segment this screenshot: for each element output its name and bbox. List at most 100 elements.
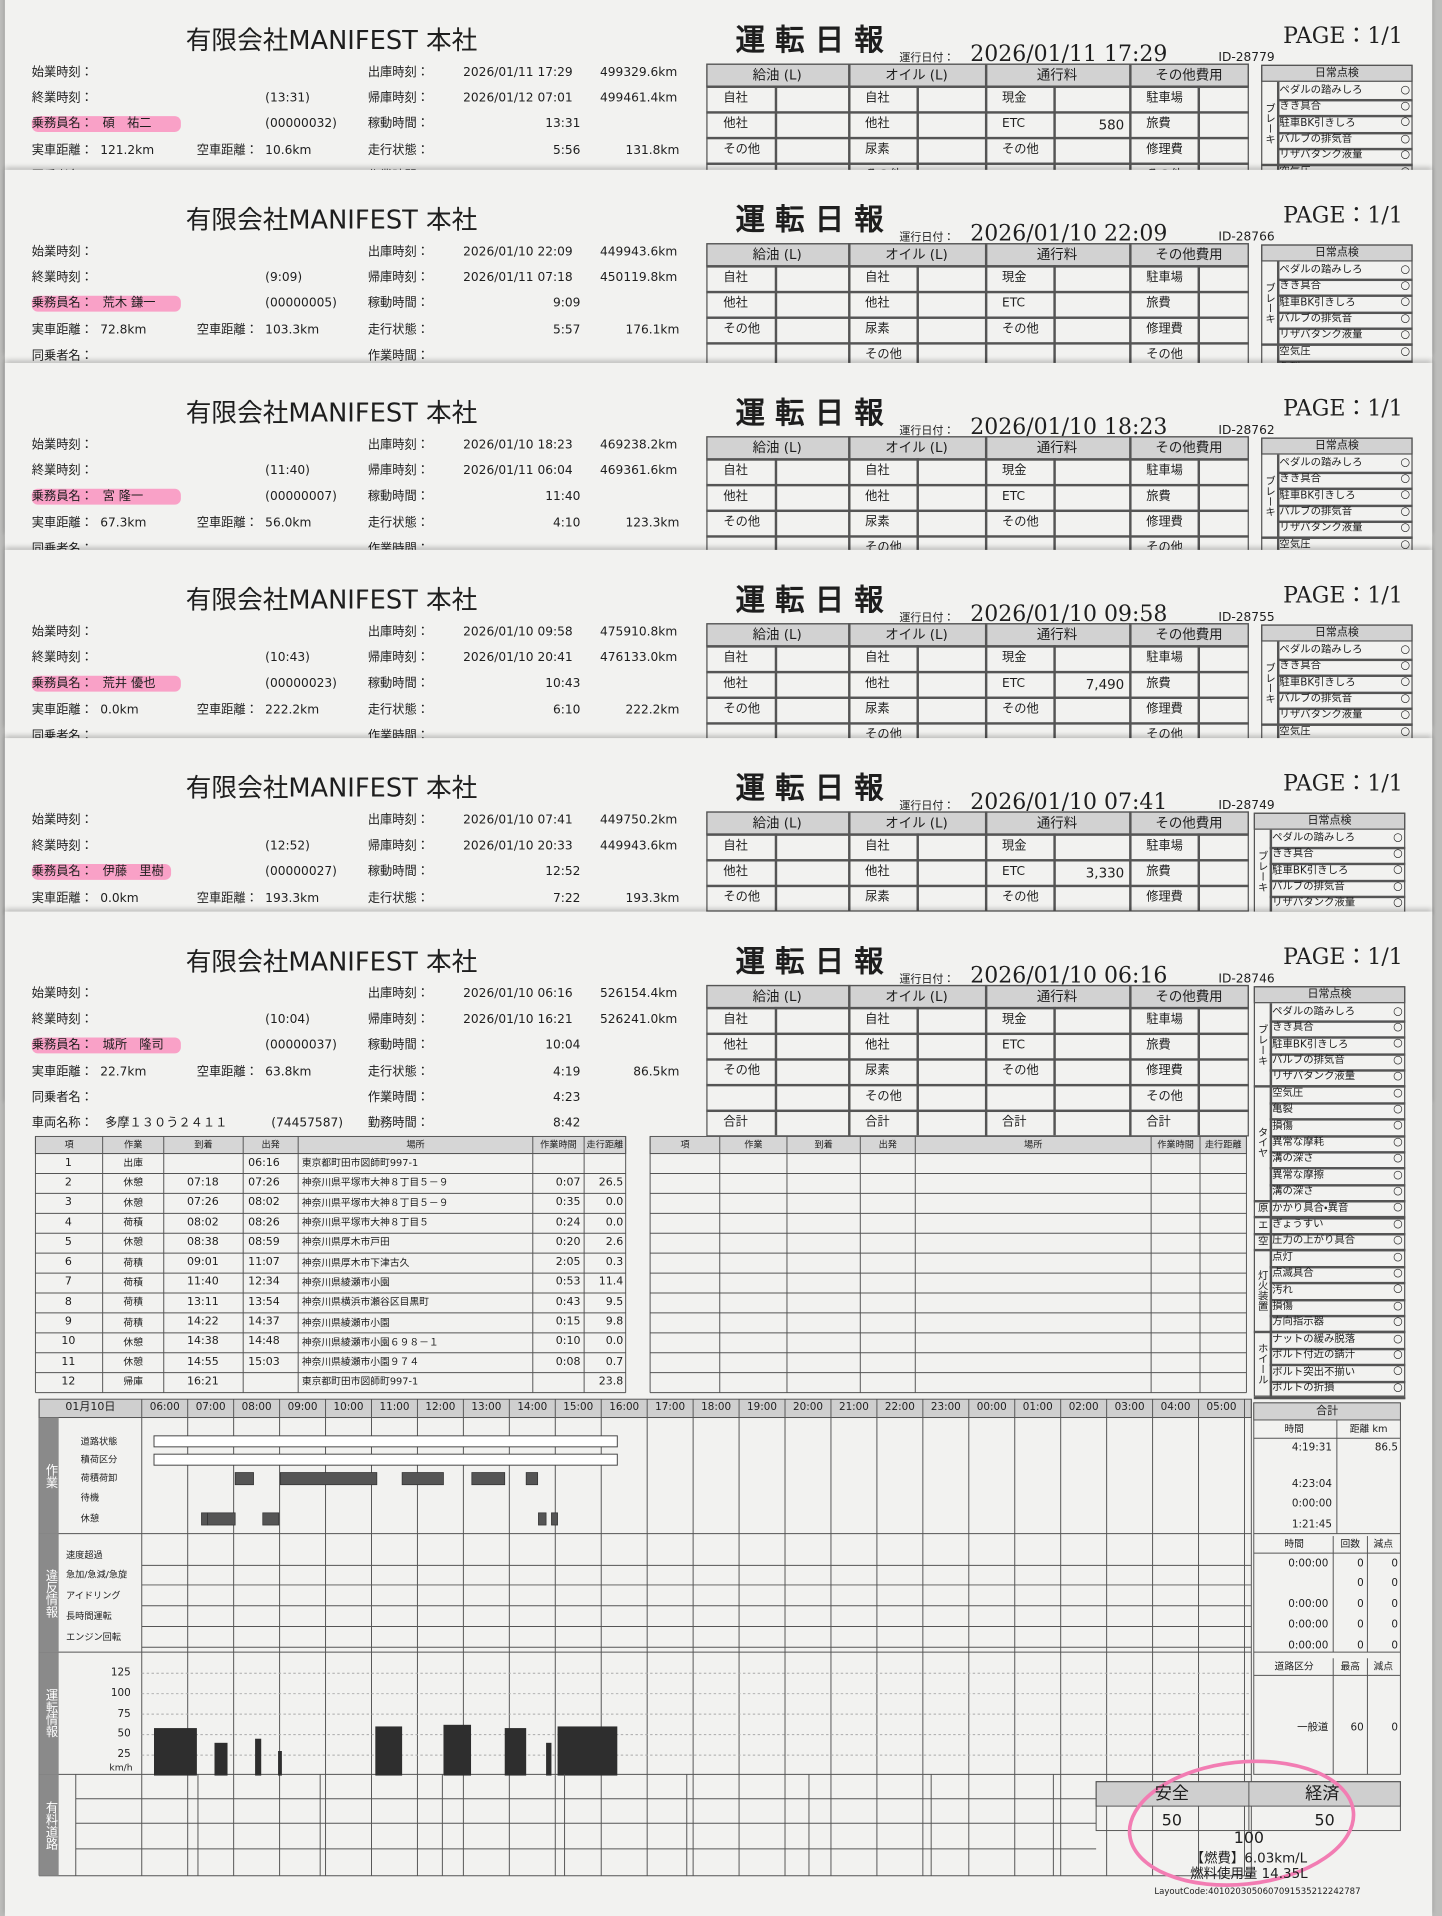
field-value: 9:09	[552, 296, 581, 311]
cost-label: 他社	[865, 117, 890, 131]
row-line	[706, 1083, 1249, 1087]
row-line	[706, 458, 1249, 461]
check-mark: ○	[1400, 83, 1411, 96]
cost-header: 給油 (L)	[752, 814, 802, 831]
highlight	[31, 488, 181, 505]
inspection-item: ペダルの踏みしろ	[1272, 1005, 1356, 1018]
field-value: 526154.4km	[600, 987, 678, 1001]
y-tick-label: 50	[117, 1728, 131, 1741]
inspection-group: ブレーキ	[1255, 1023, 1269, 1065]
text: 14:37	[248, 1316, 280, 1329]
inspection-item: リザバタンク液量	[1279, 522, 1363, 535]
field-label: 稼動時間：	[367, 676, 429, 691]
company: 有限会社MANIFEST 本社	[185, 946, 478, 976]
field-value: 2026/01/10 18:23	[463, 438, 573, 453]
text: 60	[1350, 1721, 1364, 1734]
detail-graphics	[34, 1135, 1401, 1887]
cost-label: 現金	[1002, 839, 1027, 853]
activity-bar	[525, 1472, 539, 1486]
hour-label: 04:00	[1160, 1401, 1191, 1414]
field-value: 193.3km	[265, 892, 320, 906]
cost-header: オイル (L)	[885, 246, 948, 263]
field-value: 2026/01/10 20:33	[463, 839, 573, 853]
text: 運行日付：	[899, 231, 955, 244]
speed-bar	[557, 1726, 618, 1776]
text: 0	[1391, 1721, 1398, 1734]
lane-label: 急加/急減/急旋	[65, 1569, 128, 1581]
row-line	[706, 1058, 1249, 1061]
text: 0:24	[555, 1216, 581, 1229]
field-label: 終業時刻：	[31, 839, 93, 853]
inspection-item: 空気圧	[1272, 1087, 1304, 1100]
hour-label: 05:00	[1206, 1401, 1237, 1414]
check-mark: ○	[1393, 1037, 1403, 1051]
text: 6	[64, 1256, 72, 1269]
check-mark: ○	[1400, 692, 1411, 705]
cost-label: その他	[1002, 515, 1039, 530]
check-mark: ○	[1400, 345, 1411, 358]
check-mark: ○	[1393, 1250, 1403, 1263]
check-mark: ○	[1393, 1070, 1403, 1083]
cost-label: 自社	[865, 271, 890, 285]
text: 休憩	[123, 1177, 143, 1189]
field-value: (00000005)	[265, 296, 337, 311]
text: 休憩	[123, 1237, 143, 1249]
table-header: 出発	[878, 1139, 897, 1151]
text: 0:00:00	[1288, 1618, 1329, 1632]
report-id: ID-28746	[1218, 972, 1275, 987]
check-mark: ○	[1400, 312, 1411, 325]
text: 07:26	[248, 1176, 280, 1189]
check-mark: ○	[1393, 1234, 1403, 1247]
timeline-date: 01月10日	[65, 1401, 116, 1414]
cost-header: その他費用	[1155, 246, 1223, 263]
text: 1:21:45	[1291, 1518, 1332, 1531]
cost-label: 現金	[1002, 271, 1027, 285]
lane-label: 速度超過	[65, 1549, 103, 1561]
text: 8	[64, 1296, 72, 1309]
report-title: 運 転 日 報	[735, 394, 884, 431]
speed-bar	[546, 1742, 552, 1776]
text: 休憩	[123, 1336, 143, 1348]
field-label: 実車距離：	[31, 892, 93, 906]
text: 26.5	[598, 1176, 624, 1189]
inspection-item: バルブの排気音	[1272, 880, 1345, 894]
field-value: 4:23	[552, 1091, 581, 1105]
check-mark: ○	[1393, 1021, 1403, 1034]
text: 運行日付：	[899, 51, 955, 65]
field-value: 103.3km	[265, 323, 320, 338]
cost-label: 修理費	[1146, 702, 1183, 717]
field-value: (00000032)	[265, 117, 337, 131]
col-line	[916, 1006, 919, 1136]
totals-box	[1253, 1402, 1401, 1775]
inspection-item: かかり具合・異音	[1272, 1201, 1349, 1215]
inspection-group: タイヤ	[1255, 1126, 1269, 1159]
field-label: 稼動時間：	[367, 1038, 429, 1053]
field-value: 10.6km	[265, 144, 312, 158]
text: 86.5	[1374, 1441, 1398, 1454]
check-mark: ○	[1400, 132, 1411, 146]
text: 神奈川県綾瀬市小園	[301, 1276, 390, 1288]
inspection-item: 異常な摩耗	[1272, 1136, 1325, 1149]
cost-header: オイル (L)	[885, 66, 948, 83]
check-mark: ○	[1393, 1381, 1403, 1394]
activity-bar	[262, 1512, 280, 1526]
run-date: 2026/01/10 09:58	[970, 601, 1168, 627]
cost-label: 修理費	[1146, 1064, 1183, 1078]
text: 4:23:04	[1291, 1478, 1332, 1491]
etc-value: 7,490	[1085, 676, 1125, 693]
inspection-group: ブレーキ	[1263, 102, 1276, 144]
text: 12:34	[248, 1276, 280, 1289]
score-header: 安全	[1154, 1784, 1190, 1804]
check-mark: ○	[1400, 263, 1411, 276]
text: 0.0	[605, 1216, 624, 1229]
field-value: 193.3km	[625, 892, 680, 906]
text: 一般道	[1297, 1721, 1329, 1734]
report-id: ID-28766	[1218, 230, 1275, 245]
text: 0	[1357, 1598, 1364, 1611]
field-value: (10:43)	[265, 651, 310, 665]
cost-header: 通行料	[1036, 814, 1078, 831]
hour-label: 09:00	[287, 1401, 318, 1414]
hour-label: 13:00	[471, 1401, 502, 1414]
highlight	[31, 1037, 181, 1054]
field-value: 荒木 鎌一	[102, 296, 156, 311]
